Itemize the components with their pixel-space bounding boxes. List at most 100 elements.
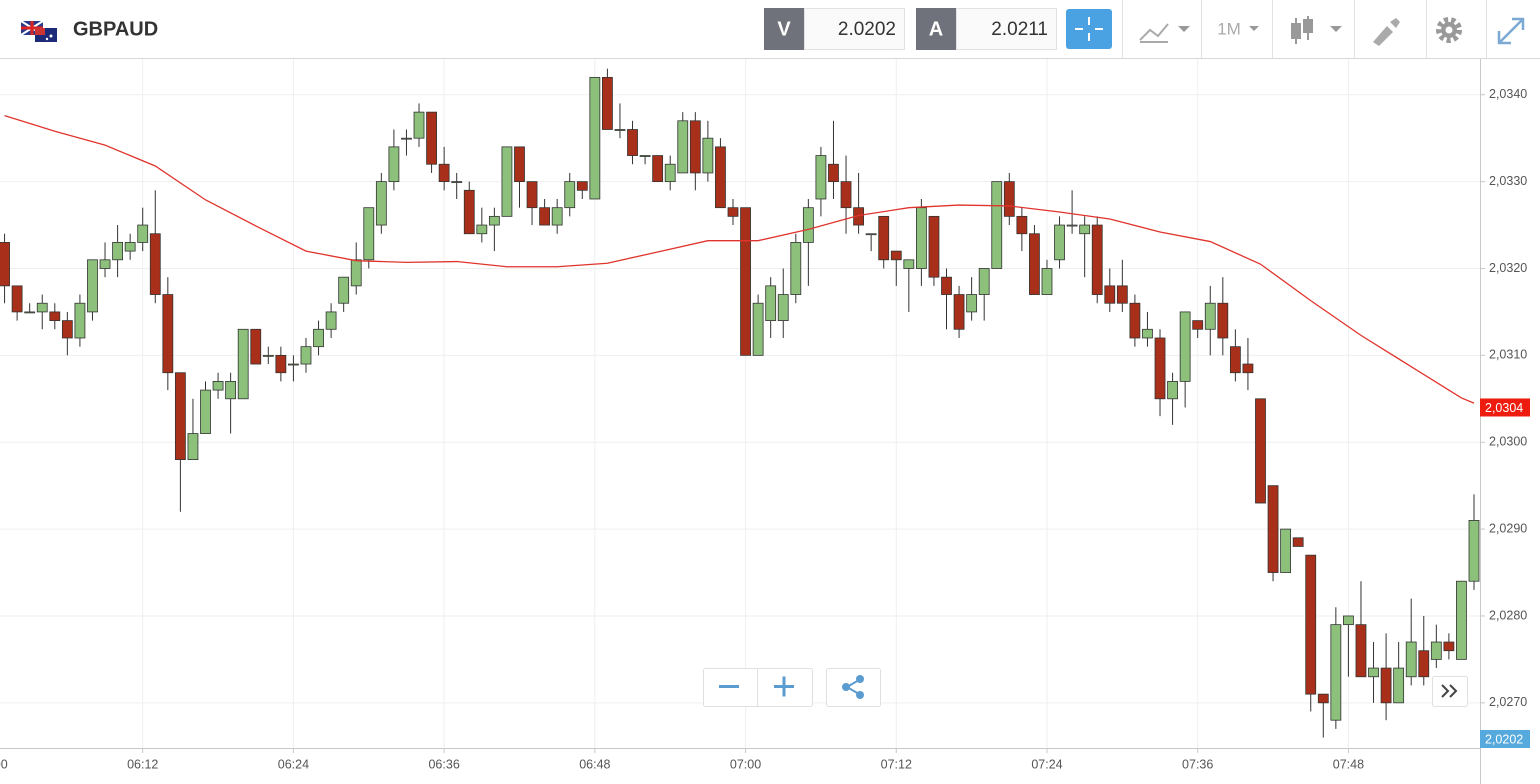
candle-body <box>514 146 525 183</box>
candle-body <box>61 320 73 339</box>
candle-body <box>627 129 638 156</box>
candle-body <box>978 268 990 295</box>
candle-body <box>702 137 714 174</box>
candle-body <box>1204 302 1216 330</box>
candle-body <box>124 242 136 252</box>
candle-body <box>1192 320 1204 330</box>
buy-price: 2.0211 <box>991 19 1048 40</box>
drawing-tools-button[interactable] <box>1373 18 1400 46</box>
candle-body <box>463 189 475 235</box>
candle-body <box>476 224 488 235</box>
candle-body <box>1255 398 1266 504</box>
crosshair-icon <box>1075 17 1103 41</box>
candle-body <box>438 163 450 183</box>
candle-body <box>840 181 852 209</box>
x-tick-label: 06:36 <box>428 757 459 771</box>
candle-body <box>237 328 249 400</box>
candle-body <box>1179 311 1191 382</box>
scroll-right-button[interactable] <box>1432 676 1468 707</box>
candle-body <box>1154 337 1166 400</box>
candle-body <box>1468 520 1480 582</box>
candle-body <box>1029 233 1040 295</box>
candle-body <box>300 346 312 365</box>
candle-style-button[interactable] <box>1291 16 1342 44</box>
timeframe[interactable]: 1M <box>1217 19 1241 38</box>
candle-body <box>790 242 802 295</box>
axes: 2,0270 2,0280 2,0290 2,0300 2,0310 2,0320 2,03… <box>0 87 1530 771</box>
candle-body <box>564 181 576 209</box>
chart-type-button[interactable] <box>1139 23 1190 43</box>
candle-body <box>1217 302 1229 339</box>
candle-body <box>664 163 676 183</box>
candle-body <box>539 207 551 226</box>
candle-body <box>363 207 375 261</box>
candle-body <box>1104 285 1116 304</box>
candle-body <box>313 328 324 348</box>
zoom-in-button[interactable] <box>774 676 794 697</box>
candle-body <box>1343 615 1354 626</box>
candle-body <box>865 233 877 236</box>
candle-body <box>551 207 563 226</box>
candle-body <box>212 381 224 391</box>
x-tick-label: 06:00 <box>0 757 8 771</box>
zoom-out-button[interactable] <box>719 685 739 688</box>
candle-body <box>451 181 463 184</box>
crosshair-button[interactable] <box>1066 9 1112 49</box>
candle-body <box>375 181 387 226</box>
y-tick-label: 2,0280 <box>1489 608 1527 622</box>
buy-button[interactable] <box>916 8 956 50</box>
candle-body <box>652 155 664 183</box>
candle-body <box>1405 641 1417 678</box>
y-tick-label: 2,0300 <box>1489 435 1527 449</box>
candle-body <box>777 294 789 322</box>
fullscreen-button[interactable] <box>1497 17 1525 45</box>
candle-body <box>1355 624 1367 678</box>
candle-body <box>1054 224 1065 261</box>
candle-body <box>639 155 651 157</box>
x-tick-label: 07:36 <box>1182 757 1213 771</box>
candle-body <box>87 259 98 313</box>
candle-body <box>262 354 274 357</box>
candle-body <box>338 276 350 304</box>
candle-body <box>677 120 689 174</box>
candle-body <box>740 207 751 356</box>
candle-body <box>501 146 513 217</box>
candle-body <box>0 242 10 287</box>
x-tick-label: 06:24 <box>278 757 309 771</box>
candle-body <box>112 242 123 261</box>
candle-body <box>802 207 814 243</box>
candle-body <box>325 311 337 330</box>
candle-body <box>1116 285 1128 304</box>
candle-body <box>1292 537 1304 547</box>
candle-body <box>187 433 199 460</box>
settings-button[interactable] <box>1436 17 1462 43</box>
y-tick-label: 2,0330 <box>1489 174 1527 188</box>
candle-body <box>1267 485 1279 573</box>
y-tick-label: 2,0270 <box>1489 695 1527 709</box>
candle-body <box>576 181 588 191</box>
symbol: GBPAUD <box>73 18 158 40</box>
moving-average-line <box>4 114 1475 404</box>
candle-body <box>1167 381 1178 400</box>
candle-body <box>1079 224 1091 235</box>
x-tick-label: 07:12 <box>881 757 912 771</box>
candle-body <box>1142 328 1153 339</box>
candle-body <box>727 207 739 217</box>
candle-body <box>1229 346 1241 374</box>
flag-icon <box>20 20 57 42</box>
candle-body <box>1066 224 1078 227</box>
candle-body <box>149 233 161 295</box>
sell-button[interactable] <box>764 8 804 50</box>
candle-body <box>1368 667 1379 678</box>
candle-body <box>1091 224 1103 295</box>
price-marker <box>1480 730 1530 748</box>
candle-body <box>488 215 500 226</box>
candle-body <box>941 276 952 295</box>
candle-body <box>828 163 839 183</box>
share-button[interactable] <box>826 668 881 707</box>
candle-body <box>1016 215 1028 235</box>
candle-body <box>991 181 1003 269</box>
candle-body <box>137 224 149 243</box>
candle-body <box>966 294 978 313</box>
